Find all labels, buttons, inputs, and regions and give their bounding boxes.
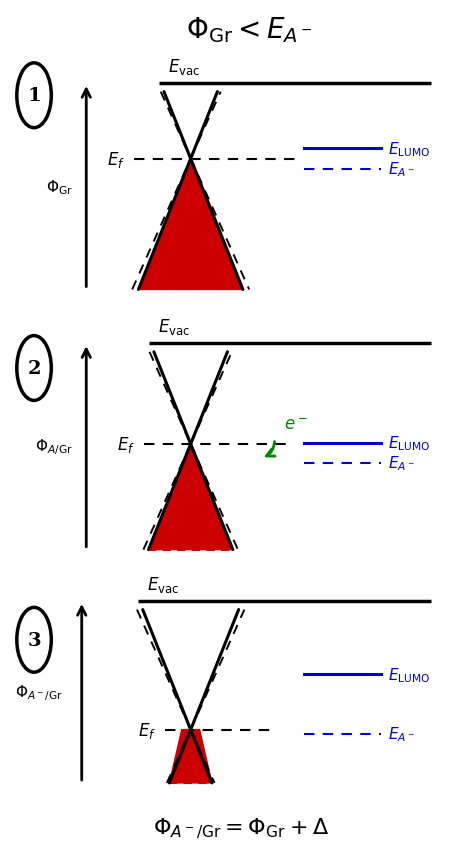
Text: $E_{A^-}$: $E_{A^-}$ (388, 454, 415, 473)
Text: $E_f$: $E_f$ (138, 720, 156, 740)
Text: $E_{\mathrm{vac}}$: $E_{\mathrm{vac}}$ (168, 57, 201, 78)
Polygon shape (169, 730, 212, 783)
Text: $\Phi_{\mathrm{Gr}}$: $\Phi_{\mathrm{Gr}}$ (46, 178, 73, 197)
Text: $\Phi_{A/\mathrm{Gr}}$: $\Phi_{A/\mathrm{Gr}}$ (35, 437, 73, 457)
Text: $\Phi_{\mathrm{Gr}} < E_{A^-}$: $\Phi_{\mathrm{Gr}} < E_{A^-}$ (186, 15, 313, 44)
Text: $E_{\mathrm{LUMO}}$: $E_{\mathrm{LUMO}}$ (388, 435, 430, 453)
Text: $e^-$: $e^-$ (284, 417, 307, 434)
Text: $E_f$: $E_f$ (107, 149, 125, 170)
Text: $\Phi_{A^-/\mathrm{Gr}}$: $\Phi_{A^-/\mathrm{Gr}}$ (15, 682, 64, 702)
Text: $E_{\mathrm{vac}}$: $E_{\mathrm{vac}}$ (147, 574, 179, 595)
Text: 3: 3 (27, 631, 41, 649)
Polygon shape (138, 159, 243, 290)
Text: $E_{\mathrm{vac}}$: $E_{\mathrm{vac}}$ (158, 317, 191, 337)
Text: $E_f$: $E_f$ (117, 435, 135, 454)
Polygon shape (148, 445, 233, 550)
Text: $E_{A^-}$: $E_{A^-}$ (388, 725, 415, 744)
Text: $E_{\mathrm{LUMO}}$: $E_{\mathrm{LUMO}}$ (388, 665, 430, 684)
Text: 1: 1 (27, 87, 41, 105)
Text: $E_{\mathrm{LUMO}}$: $E_{\mathrm{LUMO}}$ (388, 140, 430, 158)
Text: 2: 2 (27, 360, 41, 377)
Text: $E_{A^-}$: $E_{A^-}$ (388, 160, 415, 179)
Text: $\Phi_{A^-/\mathrm{Gr}} = \Phi_{\mathrm{Gr}} + \Delta$: $\Phi_{A^-/\mathrm{Gr}} = \Phi_{\mathrm{… (153, 816, 329, 840)
